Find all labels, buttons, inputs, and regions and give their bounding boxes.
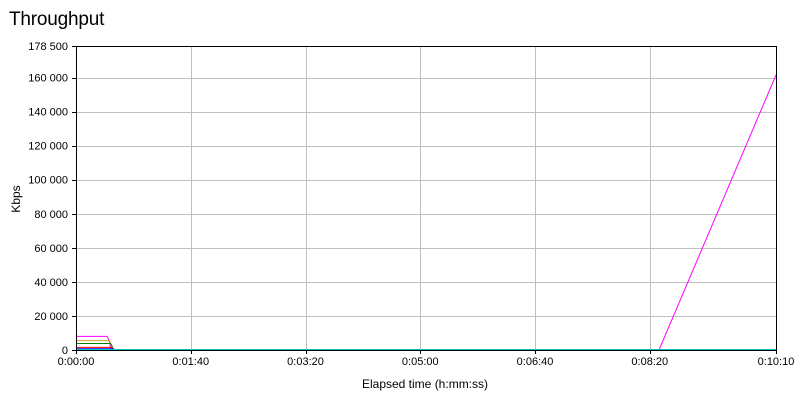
- grid-layer: [76, 46, 776, 350]
- y-tick-label: 160 000: [28, 73, 68, 85]
- series-layer: [76, 74, 777, 351]
- y-tick-label: 178 500: [28, 41, 68, 53]
- y-tick-labels: 0 20 000 40 000 60 000 80 000 100 000 120 000 1…: [28, 41, 68, 357]
- x-tick-label: 0:08:20: [631, 356, 668, 368]
- series-line-0: [76, 74, 777, 351]
- chart-title: Throughput: [9, 9, 105, 30]
- y-tick-label: 80 000: [34, 209, 68, 221]
- x-tick-labels: 0:00:00 0:01:40 0:03:20 0:05:00 0:06:40 0:08:…: [58, 356, 795, 368]
- x-tick-label: 0:03:20: [287, 356, 324, 368]
- plot-frame: [76, 46, 777, 351]
- y-tick-label: 100 000: [28, 175, 68, 187]
- x-tick-label: 0:10:10: [758, 356, 795, 368]
- y-axis-label: Kbps: [9, 185, 23, 212]
- x-tick-label: 0:06:40: [517, 356, 554, 368]
- x-tick-label: 0:05:00: [402, 356, 439, 368]
- x-axis-label: Elapsed time (h:mm:ss): [362, 377, 488, 391]
- y-tick-label: 20 000: [34, 311, 68, 323]
- series-line-1: [76, 340, 776, 351]
- y-tick-label: 60 000: [34, 243, 68, 255]
- frame-layer: [72, 46, 777, 354]
- y-tick-label: 0: [62, 345, 68, 357]
- y-tick-label: 120 000: [28, 141, 68, 153]
- x-tick-label: 0:01:40: [172, 356, 209, 368]
- y-tick-label: 40 000: [34, 277, 68, 289]
- y-tick-label: 140 000: [28, 107, 68, 119]
- x-tick-label: 0:00:00: [58, 356, 95, 368]
